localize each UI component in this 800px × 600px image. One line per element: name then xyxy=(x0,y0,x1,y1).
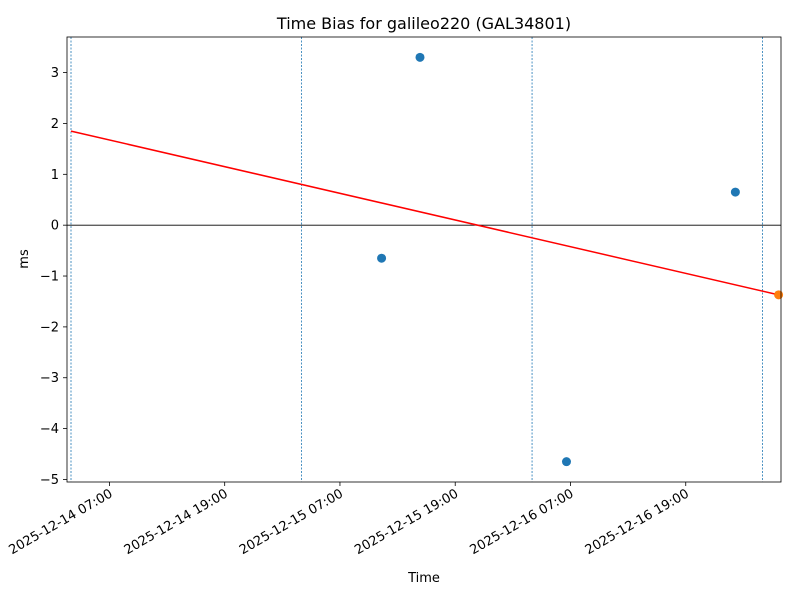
x-tick-label: 2025-12-16 07:00 xyxy=(468,486,577,558)
x-axis-label: Time xyxy=(407,571,440,586)
trend-line xyxy=(70,130,779,296)
data-point xyxy=(415,52,425,62)
y-tick-label: 0 xyxy=(51,219,59,234)
y-tick-label: 3 xyxy=(51,66,59,81)
data-point xyxy=(730,187,740,197)
plot-frame xyxy=(66,36,782,483)
x-tick-label: 2025-12-14 19:00 xyxy=(122,486,231,558)
chart-title: Time Bias for galileo220 (GAL34801) xyxy=(276,14,571,33)
data-point xyxy=(774,290,784,300)
trend-line-group xyxy=(70,130,779,296)
y-tick-label: 1 xyxy=(51,168,59,183)
plot-background xyxy=(67,37,781,482)
x-axis-ticks: 2025-12-14 07:00 2025-12-14 19:00 2025-12-… xyxy=(6,482,692,558)
plot-area xyxy=(67,37,781,482)
y-tick-label: −4 xyxy=(40,422,59,437)
y-tick-label: −3 xyxy=(40,371,59,386)
x-tick-label: 2025-12-15 07:00 xyxy=(237,486,346,558)
y-axis-ticks: 3 2 1 0 −1 −2 −3 −4 −5 xyxy=(40,66,67,488)
x-tick-label: 2025-12-15 19:00 xyxy=(352,486,461,558)
data-point xyxy=(561,457,571,467)
y-tick-label: −1 xyxy=(40,270,59,285)
y-axis-label: ms xyxy=(17,249,32,269)
y-tick-label: −2 xyxy=(40,320,59,335)
day-boundary-lines xyxy=(70,37,763,482)
y-tick-label: −5 xyxy=(40,473,59,488)
y-tick-label: 2 xyxy=(51,117,59,132)
x-tick-label: 2025-12-14 07:00 xyxy=(6,486,115,558)
data-point xyxy=(377,253,387,263)
x-tick-label: 2025-12-16 19:00 xyxy=(583,486,692,558)
plot-border xyxy=(66,36,782,483)
